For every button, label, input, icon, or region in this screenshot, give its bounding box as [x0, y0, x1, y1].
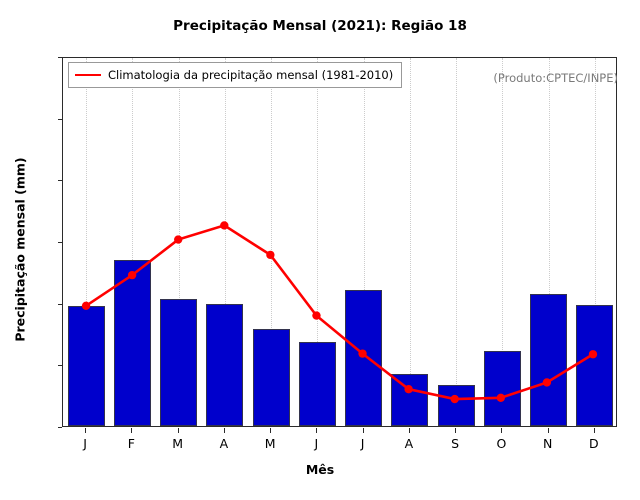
source-annotation: (Produto:CPTEC/INPE) — [493, 71, 618, 85]
climatology-point — [496, 393, 505, 402]
climatology-line — [85, 224, 594, 401]
chart-title: Precipitação Mensal (2021): Região 18 — [173, 18, 467, 34]
gridline-d-11 — [594, 58, 597, 426]
y-tick-mark — [58, 427, 62, 428]
x-tick-mark — [408, 428, 410, 433]
x-tick-label: A — [219, 436, 229, 451]
bar — [67, 305, 105, 426]
y-tick-mark — [58, 118, 62, 120]
climatology-point — [542, 378, 552, 387]
gridline-j-0 — [86, 58, 88, 426]
climatology-point — [312, 311, 321, 320]
climatology-point — [127, 270, 137, 280]
x-tick-label: N — [542, 436, 553, 451]
gridline-a-3 — [224, 58, 227, 426]
y-tick-mark — [58, 365, 62, 367]
x-tick-mark — [593, 428, 595, 433]
climatology-point — [450, 394, 459, 404]
legend-line-swatch — [75, 73, 101, 77]
x-axis-label: Mês — [305, 462, 335, 477]
bar — [530, 294, 568, 426]
climatology-line-series — [81, 221, 598, 404]
bar — [160, 298, 198, 426]
gridline-j-6 — [363, 58, 366, 426]
x-tick-label: M — [264, 436, 276, 451]
gridline-o-9 — [502, 58, 504, 426]
x-tick-label: J — [83, 436, 87, 451]
climatology-point — [81, 301, 91, 310]
gridline-a-7 — [409, 58, 412, 426]
x-tick-label: A — [404, 436, 414, 451]
plot-inner — [63, 58, 616, 426]
x-tick-mark — [85, 428, 87, 433]
bar — [437, 384, 475, 426]
bar — [483, 351, 521, 426]
x-tick-label: M — [172, 436, 184, 451]
y-tick-mark — [58, 242, 62, 243]
climatology-point — [266, 250, 275, 260]
y-tick-mark — [58, 303, 62, 305]
gridline-s-8 — [456, 58, 458, 426]
x-tick-mark — [270, 428, 272, 433]
climatology-point — [404, 385, 413, 394]
y-tick-mark — [58, 57, 62, 58]
y-axis-label: Precipitação mensal (mm) — [12, 157, 28, 342]
bar — [345, 290, 383, 426]
bar — [113, 259, 151, 426]
climatology-point — [358, 349, 367, 358]
bar — [298, 342, 336, 426]
x-tick-mark — [223, 428, 225, 433]
gridline-m-4 — [271, 58, 273, 426]
bar — [206, 303, 244, 426]
legend-label-climatology: Climatologia da precipitação mensal (198… — [108, 68, 394, 82]
chart-legend: Climatologia da precipitação mensal (198… — [68, 62, 403, 88]
bar — [576, 305, 614, 426]
climatology-point — [220, 221, 229, 230]
x-tick-label: J — [314, 436, 319, 451]
x-tick-label: O — [496, 436, 507, 451]
bar — [252, 328, 290, 426]
x-tick-mark — [131, 428, 133, 433]
x-tick-mark — [455, 428, 457, 433]
x-tick-label: D — [589, 436, 599, 451]
x-tick-label: F — [127, 436, 135, 451]
gridline-n-10 — [548, 58, 551, 426]
y-tick-mark — [58, 180, 62, 182]
climatology-point — [588, 350, 598, 359]
gridline-j-5 — [317, 58, 319, 426]
x-tick-label: S — [451, 436, 460, 451]
bar — [391, 373, 429, 426]
x-tick-mark — [316, 428, 318, 433]
gridline-f-1 — [132, 58, 134, 426]
x-tick-mark — [547, 428, 549, 433]
plot-area — [62, 57, 617, 427]
x-tick-label: J — [360, 436, 365, 451]
x-tick-mark — [177, 428, 179, 433]
climatology-point — [174, 235, 183, 244]
x-tick-mark — [501, 428, 503, 433]
x-tick-mark — [362, 428, 364, 433]
